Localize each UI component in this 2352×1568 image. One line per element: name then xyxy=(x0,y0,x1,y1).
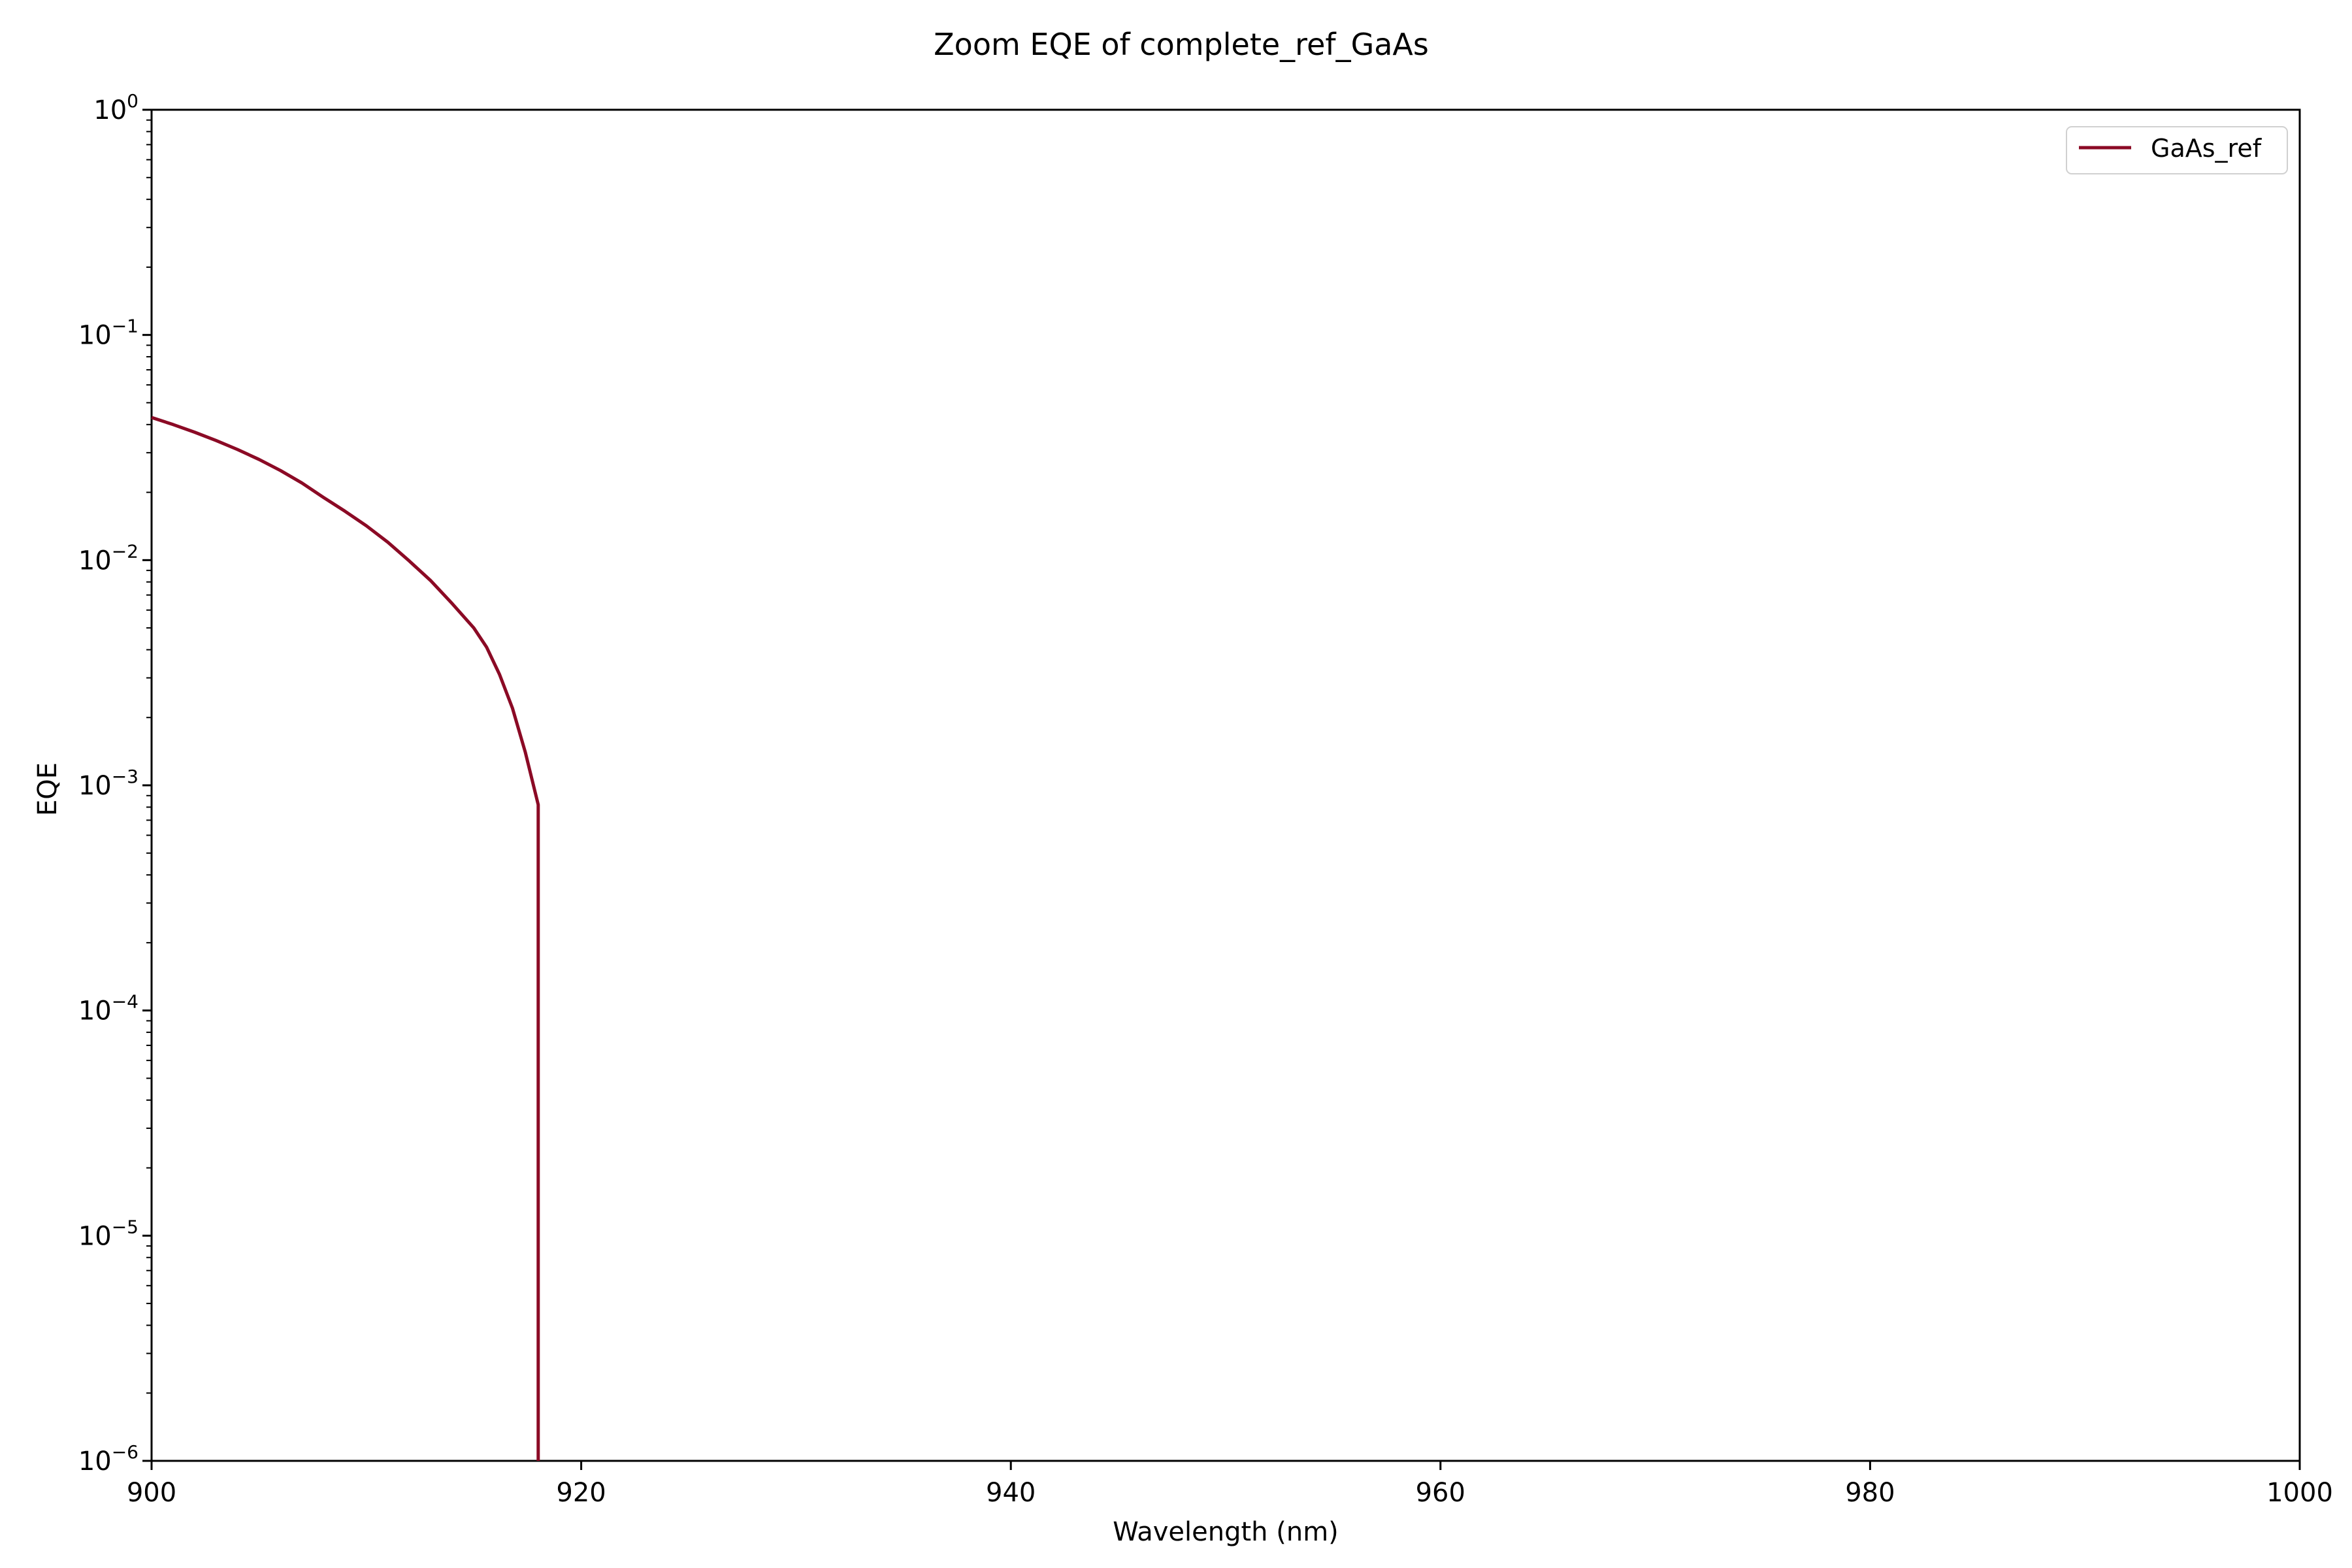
y-tick-label: 10−6 xyxy=(78,1441,139,1477)
legend: GaAs_ref xyxy=(2066,126,2288,174)
chart-title: Zoom EQE of complete_ref_GaAs xyxy=(934,27,1429,62)
x-tick-label: 920 xyxy=(556,1478,606,1508)
y-axis-ticks: 100 10−1 10−2 10−3 10−4 10−5 10−6 xyxy=(78,90,152,1477)
plot-area xyxy=(150,108,2301,1462)
x-tick-label: 960 xyxy=(1416,1478,1465,1508)
series-layer xyxy=(151,416,540,1461)
x-tick-label: 980 xyxy=(1845,1478,1895,1508)
y-axis-label: EQE xyxy=(33,762,63,816)
y-tick-label: 10−2 xyxy=(78,540,139,576)
legend-label-gaas-ref: GaAs_ref xyxy=(2151,134,2262,163)
y-tick-label: 100 xyxy=(93,90,139,125)
x-axis-label: Wavelength (nm) xyxy=(1113,1517,1339,1547)
series-line-0 xyxy=(151,416,540,1461)
y-tick-label: 10−4 xyxy=(78,991,139,1026)
legend-box xyxy=(2066,126,2288,174)
y-tick-label: 10−5 xyxy=(78,1216,139,1251)
x-tick-label: 1000 xyxy=(2266,1478,2333,1508)
x-tick-label: 940 xyxy=(986,1478,1036,1508)
x-tick-label: 900 xyxy=(127,1478,176,1508)
y-tick-label: 10−1 xyxy=(78,316,139,351)
x-axis-ticks: 900 920 940 960 980 1000 xyxy=(127,1461,2333,1508)
y-tick-label: 10−3 xyxy=(78,766,139,801)
